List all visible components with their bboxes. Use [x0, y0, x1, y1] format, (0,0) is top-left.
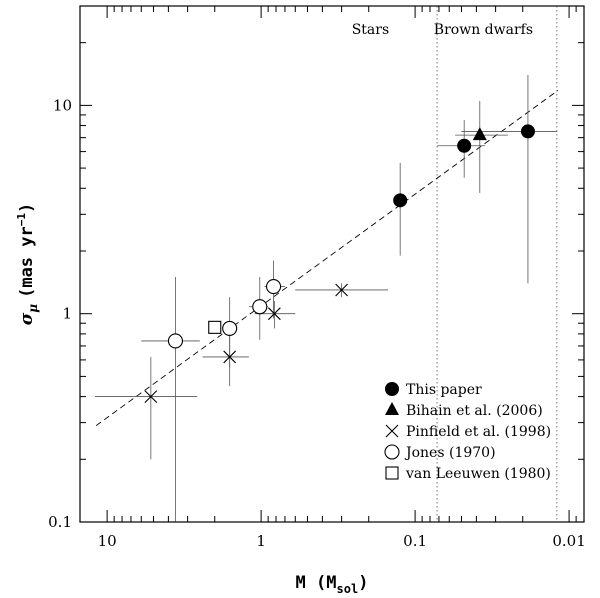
region-label-stars: Stars: [352, 22, 389, 38]
x-tick-label-3: 0.01: [552, 532, 585, 550]
legend-label-3: Jones (1970): [404, 445, 496, 461]
y-tick-label-1: 1: [62, 305, 72, 323]
fit-line: [95, 90, 559, 427]
y-axis-label-group: σμ(mas yr−1): [15, 203, 40, 326]
x-axis-label: M (Msol): [296, 573, 369, 596]
region-label-brown-dwarfs: Brown dwarfs: [434, 22, 533, 38]
x-tick-label-2: 0.1: [403, 532, 427, 550]
point-van-leeuwen-1980-0: [208, 320, 222, 334]
point-this-paper-1: [457, 138, 472, 153]
legend-marker-0: [385, 382, 399, 396]
tick-labels: 10 1 0.1 0.01 0.1 1 10: [48, 96, 586, 550]
region-labels: Stars Brown dwarfs: [352, 22, 533, 38]
point-jones-1970-1: [222, 320, 238, 336]
point-this-paper-2: [520, 124, 535, 139]
point-bihain-et-al-2006-0: [472, 127, 487, 141]
legend-label-0: This paper: [406, 382, 482, 398]
legend-marker-3: [384, 444, 400, 460]
point-jones-1970-3: [266, 278, 282, 295]
legend-label-4: van Leeuwen (1980): [405, 466, 551, 482]
legend: This paper Bihain et al. (2006) Pinfield e…: [384, 382, 551, 482]
point-jones-1970-2: [252, 299, 268, 315]
legend-marker-2: [385, 424, 399, 438]
y-tick-label-0: 0.1: [48, 513, 72, 531]
point-pinfield-et-al-1998-3: [335, 283, 349, 297]
point-pinfield-et-al-1998-1: [223, 350, 237, 364]
y-axis-label: σμ(mas yr−1): [15, 203, 40, 326]
legend-marker-1: [385, 402, 399, 415]
fit-line-group: [95, 90, 559, 427]
y-tick-label-2: 10: [53, 96, 72, 114]
point-this-paper-0: [393, 193, 408, 208]
point-jones-1970-0: [167, 333, 183, 349]
x-tick-label-0: 10: [98, 532, 117, 550]
legend-label-2: Pinfield et al. (1998): [406, 424, 551, 440]
point-pinfield-et-al-1998-0: [144, 390, 158, 403]
data-points: [144, 124, 535, 403]
x-tick-label-1: 1: [256, 532, 266, 550]
point-pinfield-et-al-1998-2: [267, 307, 281, 321]
axis-ticks: [80, 5, 585, 523]
legend-label-1: Bihain et al. (2006): [406, 403, 543, 419]
plot-frame: [79, 5, 585, 523]
legend-marker-4: [385, 466, 399, 480]
